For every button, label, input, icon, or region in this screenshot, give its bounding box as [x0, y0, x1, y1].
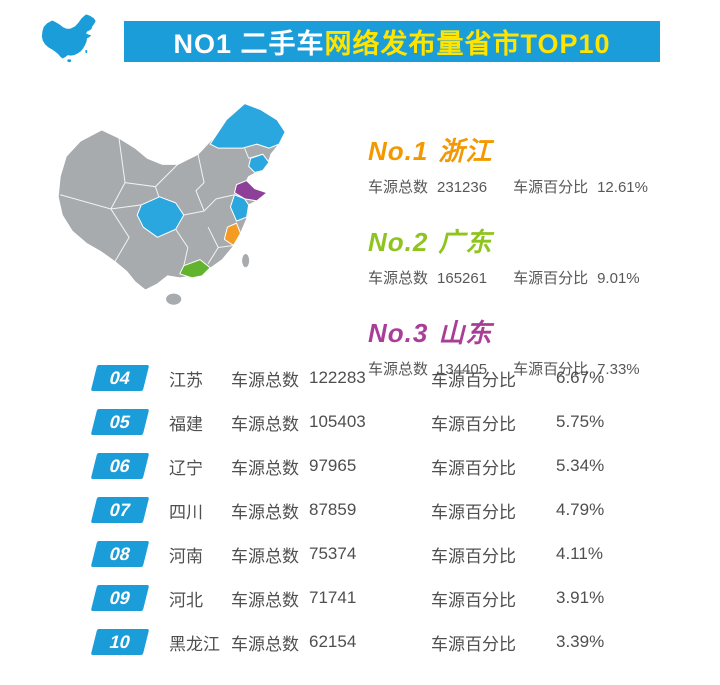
- rank-badge: 06: [90, 453, 150, 479]
- pct-label: 车源百分比: [431, 370, 516, 390]
- pct-value: 12.61%: [597, 179, 648, 196]
- pct-value: 5.34%: [556, 456, 605, 475]
- province-name: 广东: [438, 227, 493, 257]
- total-value: 71741: [309, 588, 357, 607]
- rank-badge: 09: [90, 585, 150, 611]
- top3-stats: 车源总数 231236 车源百分比 12.61%: [368, 176, 713, 197]
- province-name: 河北: [169, 590, 203, 610]
- total-label: 车源总数: [231, 458, 299, 478]
- total-value: 62154: [309, 632, 357, 651]
- province-guangdong: [179, 259, 211, 279]
- total-label: 车源总数: [231, 370, 299, 390]
- china-map-icon: [41, 14, 96, 63]
- pct-label: 车源百分比: [431, 590, 516, 610]
- top3-stats: 车源总数 134405 车源百分比 7.33%: [368, 358, 713, 379]
- rank-row: 07 四川 车源总数 87859 车源百分比 4.79%: [0, 488, 720, 532]
- province-name: 四川: [169, 502, 203, 522]
- rank-row: 10 黑龙江 车源总数 62154 车源百分比 3.39%: [0, 620, 720, 664]
- pct-label: 车源百分比: [513, 270, 589, 287]
- province-shandong: [233, 180, 268, 202]
- rank-badge: 10: [90, 629, 150, 655]
- total-label: 车源总数: [368, 179, 429, 196]
- rank-row: 08 河南 车源总数 75374 车源百分比 4.11%: [0, 532, 720, 576]
- total-value: 122283: [309, 368, 366, 387]
- rank-badge: 07: [90, 497, 150, 523]
- top3-title: No.3 山东: [368, 313, 713, 350]
- province-name: 辽宁: [169, 458, 203, 478]
- rank-label: No.2: [368, 227, 429, 257]
- province-zhejiang: [223, 222, 242, 246]
- pct-value: 5.75%: [556, 412, 605, 431]
- china-map: [57, 103, 286, 306]
- pct-value: 9.01%: [597, 270, 640, 287]
- total-label: 车源总数: [231, 590, 299, 610]
- total-label: 车源总数: [231, 634, 299, 654]
- rank-label: No.3: [368, 318, 429, 348]
- page-title-main: NO1 二手车: [173, 29, 325, 59]
- total-value: 87859: [309, 500, 357, 519]
- total-label: 车源总数: [368, 361, 429, 378]
- pct-label: 车源百分比: [431, 634, 516, 654]
- pct-label: 车源百分比: [513, 179, 589, 196]
- province-borders: [60, 137, 263, 266]
- province-sichuan: [136, 196, 185, 238]
- total-value: 134405: [437, 361, 488, 378]
- rank-row: 09 河北 车源总数 71741 车源百分比 3.91%: [0, 576, 720, 620]
- top3-panel: No.1 浙江 车源总数 231236 车源百分比 12.61% No.2 广东 车源总数…: [368, 131, 713, 404]
- rank-row: 06 辽宁 车源总数 97965 车源百分比 5.34%: [0, 444, 720, 488]
- pct-value: 7.33%: [597, 361, 640, 378]
- province-name: 黑龙江: [169, 634, 220, 654]
- province-name: 福建: [169, 414, 203, 434]
- total-label: 车源总数: [231, 502, 299, 522]
- pct-value: 6.67%: [556, 368, 605, 387]
- total-label: 车源总数: [368, 270, 429, 287]
- rank-row: 05 福建 车源总数 105403 车源百分比 5.75%: [0, 400, 720, 444]
- top3-item-1: No.1 浙江 车源总数 231236 车源百分比 12.61%: [368, 131, 713, 197]
- top3-title: No.2 广东: [368, 222, 713, 259]
- province-heilongjiang: [209, 103, 286, 149]
- province-name: 河南: [169, 546, 203, 566]
- province-jiangsu: [229, 194, 250, 222]
- rank-badge: 08: [90, 541, 150, 567]
- province-name: 山东: [438, 318, 493, 348]
- page-title-highlight: 网络发布量省市TOP10: [324, 29, 611, 59]
- pct-value: 3.39%: [556, 632, 605, 651]
- province-name: 江苏: [169, 370, 203, 390]
- total-value: 75374: [309, 544, 357, 563]
- pct-value: 4.79%: [556, 500, 605, 519]
- top3-item-3: No.3 山东 车源总数 134405 车源百分比 7.33%: [368, 313, 713, 379]
- pct-label: 车源百分比: [431, 414, 516, 434]
- rank-row: 04 江苏 车源总数 122283 车源百分比 6.67%: [0, 356, 720, 400]
- province-name: 浙江: [438, 136, 493, 166]
- rank-label: No.1: [368, 136, 429, 166]
- ranking-list: 04 江苏 车源总数 122283 车源百分比 6.67% 05 福建 车源总数…: [0, 356, 720, 664]
- total-label: 车源总数: [231, 546, 299, 566]
- pct-value: 3.91%: [556, 588, 605, 607]
- top3-item-2: No.2 广东 车源总数 165261 车源百分比 9.01%: [368, 222, 713, 288]
- rank-badge: 04: [90, 365, 150, 391]
- total-value: 231236: [437, 179, 488, 196]
- title-banner: NO1 二手车 网络发布量省市TOP10: [124, 21, 660, 62]
- pct-label: 车源百分比: [431, 502, 516, 522]
- rank-badge: 05: [90, 409, 150, 435]
- pct-label: 车源百分比: [513, 361, 589, 378]
- top3-title: No.1 浙江: [368, 131, 713, 168]
- total-value: 165261: [437, 270, 488, 287]
- pct-label: 车源百分比: [431, 546, 516, 566]
- top3-stats: 车源总数 165261 车源百分比 9.01%: [368, 267, 713, 288]
- total-label: 车源总数: [231, 414, 299, 434]
- pct-value: 4.11%: [556, 544, 603, 563]
- pct-label: 车源百分比: [431, 458, 516, 478]
- total-value: 97965: [309, 456, 357, 475]
- total-value: 105403: [309, 412, 366, 431]
- province-liaoning: [248, 153, 270, 173]
